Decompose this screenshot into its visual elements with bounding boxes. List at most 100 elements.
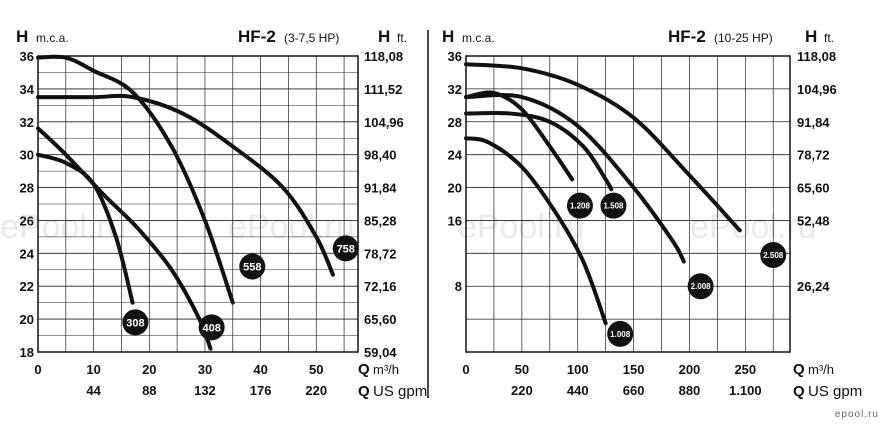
y-right-tick-label: 118,08 xyxy=(797,49,836,64)
y-left-tick-label: 22 xyxy=(20,279,34,294)
y-left-tick-label: 20 xyxy=(20,312,34,327)
series-line-558 xyxy=(36,54,235,305)
y-right-axis-label: H xyxy=(805,27,817,46)
x-tick-label-usgpm: 220 xyxy=(511,383,533,398)
chart-subtitle: (3-7,5 HP) xyxy=(284,31,339,45)
series-label-1-508: 1.508 xyxy=(603,202,624,211)
y-right-tick-label: 52,48 xyxy=(797,213,830,228)
y-right-tick-label: 98,40 xyxy=(364,148,397,163)
chart-title: HF-2 xyxy=(668,27,706,46)
y-left-tick-label: 24 xyxy=(448,148,463,163)
y-left-tick-label: 16 xyxy=(448,213,462,228)
y-right-tick-label: 26,24 xyxy=(797,279,830,294)
series-badge-758 xyxy=(332,235,359,262)
brand-mark: epool.ru xyxy=(834,409,879,420)
x-axis-label-usgpm: Q xyxy=(793,383,805,400)
y-right-axis-unit: ft. xyxy=(824,31,834,45)
x-axis-unit-usgpm: US gpm xyxy=(808,383,862,400)
y-right-tick-label: 78,72 xyxy=(797,148,830,163)
x-tick-label-m3h: 10 xyxy=(86,362,100,377)
series-line-1-508 xyxy=(464,110,614,192)
y-right-tick-label: 65,60 xyxy=(364,312,397,327)
series-line-2-008 xyxy=(464,93,686,264)
grid xyxy=(465,55,791,353)
series-badge-2-008 xyxy=(687,273,714,300)
y-right-tick-label: 59,04 xyxy=(364,345,397,360)
x-axis-unit-usgpm: US gpm xyxy=(373,383,427,400)
y-left-tick-label: 24 xyxy=(20,246,35,261)
series-line-408 xyxy=(36,126,213,351)
x-tick-label-m3h: 20 xyxy=(142,362,156,377)
series-label-2-508: 2.508 xyxy=(763,251,784,260)
series-line-1-008 xyxy=(464,136,608,326)
y-right-axis-label: H xyxy=(378,27,390,46)
x-tick-label-m3h: 150 xyxy=(623,362,645,377)
series-line-2-508 xyxy=(464,62,742,233)
y-left-tick-label: 32 xyxy=(20,115,34,130)
x-tick-label-m3h: 0 xyxy=(462,362,469,377)
series-label-758: 758 xyxy=(337,243,355,255)
series-label-558: 558 xyxy=(243,261,261,273)
y-left-tick-label: 26 xyxy=(20,213,34,228)
x-tick-label-usgpm: 880 xyxy=(679,383,701,398)
series-label-308: 308 xyxy=(126,317,144,329)
x-tick-label-usgpm: 220 xyxy=(305,383,327,398)
series-group: 308 408 558 758 xyxy=(36,54,359,351)
x-tick-label-usgpm: 440 xyxy=(567,383,589,398)
x-axis-unit-m3h: m³/h xyxy=(808,362,834,377)
series-label-408: 408 xyxy=(202,322,220,334)
x-axis-label-usgpm: Q xyxy=(358,383,370,400)
x-tick-label-m3h: 250 xyxy=(734,362,756,377)
y-left-tick-label: 8 xyxy=(455,279,462,294)
y-right-tick-label: 118,08 xyxy=(364,49,403,64)
x-tick-label-m3h: 0 xyxy=(34,362,41,377)
y-left-tick-label: 28 xyxy=(20,181,34,196)
y-left-tick-label: 34 xyxy=(20,82,35,97)
plot-frame xyxy=(465,55,791,353)
series-label-2-008: 2.008 xyxy=(691,282,712,291)
x-tick-label-m3h: 50 xyxy=(309,362,323,377)
watermark-text: ePool.ru xyxy=(228,208,355,246)
y-left-axis-unit: m.c.a. xyxy=(462,31,495,45)
series-badge-1-508 xyxy=(600,192,627,219)
y-right-tick-label: 111,52 xyxy=(364,82,402,97)
x-tick-label-m3h: 40 xyxy=(253,362,267,377)
plot-frame xyxy=(37,55,359,353)
x-tick-label-m3h: 200 xyxy=(679,362,701,377)
y-left-tick-label: 36 xyxy=(448,49,462,64)
y-left-tick-label: 32 xyxy=(448,82,462,97)
y-left-axis-label: H xyxy=(16,27,28,46)
series-label-1-208: 1.208 xyxy=(570,202,591,211)
y-right-axis-unit: ft. xyxy=(397,31,407,45)
series-line-1-208 xyxy=(464,90,575,182)
series-badge-1-208 xyxy=(566,192,593,219)
chart-subtitle: (10-25 HP) xyxy=(714,31,773,45)
series-line-758 xyxy=(36,93,335,277)
x-tick-label-usgpm: 660 xyxy=(623,383,645,398)
x-axis-label-m3h: Q xyxy=(793,361,805,378)
x-tick-label-usgpm: 176 xyxy=(250,383,272,398)
x-tick-label-m3h: 30 xyxy=(198,362,212,377)
x-tick-label-usgpm: 1.100 xyxy=(729,383,762,398)
y-left-tick-label: 20 xyxy=(448,181,462,196)
y-left-tick-label: 30 xyxy=(20,148,34,163)
y-left-axis-label: H xyxy=(442,27,454,46)
y-left-axis-unit: m.c.a. xyxy=(36,31,69,45)
y-right-tick-label: 104,96 xyxy=(797,82,837,97)
x-tick-label-m3h: 50 xyxy=(515,362,529,377)
y-right-tick-label: 91,84 xyxy=(797,115,830,130)
series-group: 1.008 1.208 1.508 2.008 2.508 xyxy=(464,62,787,347)
series-badge-408 xyxy=(198,314,225,341)
y-right-tick-label: 104,96 xyxy=(364,115,404,130)
series-label-1-008: 1.008 xyxy=(610,330,631,339)
y-right-tick-label: 91,84 xyxy=(364,181,397,196)
y-left-tick-label: 36 xyxy=(20,49,34,64)
x-tick-label-usgpm: 44 xyxy=(86,383,101,398)
y-right-tick-label: 85,28 xyxy=(364,213,397,228)
x-axis-label-m3h: Q xyxy=(358,361,370,378)
chart-title: HF-2 xyxy=(238,27,276,46)
x-axis-unit-m3h: m³/h xyxy=(373,362,399,377)
